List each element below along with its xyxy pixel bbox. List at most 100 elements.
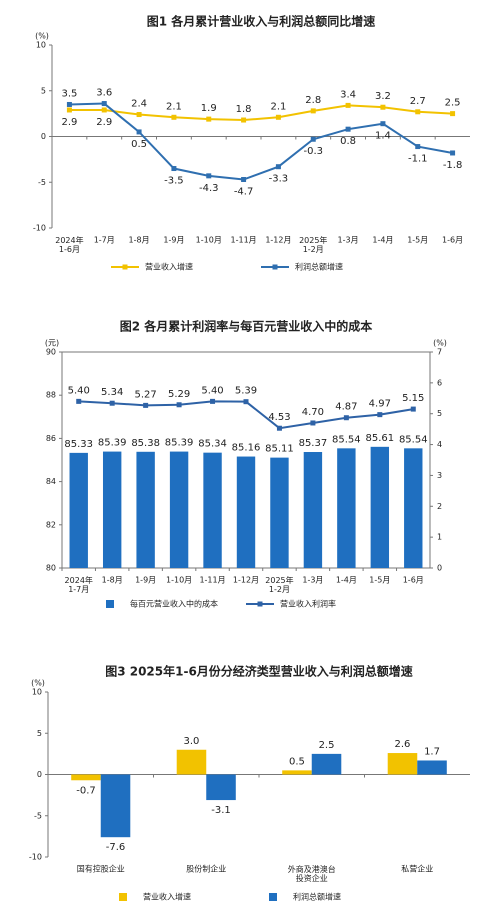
y-axis-label: (%) — [31, 679, 45, 688]
chart-title: 图1 各月累计营业收入与利润总额同比增速 — [147, 14, 376, 29]
marker — [210, 398, 216, 404]
marker — [410, 406, 416, 412]
bar — [203, 452, 222, 568]
data-label: 2.9 — [96, 117, 112, 128]
marker — [76, 398, 82, 404]
data-label: 2.8 — [305, 95, 321, 106]
data-label: 2.5 — [445, 98, 461, 109]
y-tick-label: 0 — [41, 132, 46, 141]
data-label: 3.5 — [61, 88, 77, 99]
x-tick-label: 2025年 1-2月 — [299, 235, 327, 254]
marker — [415, 109, 421, 115]
x-tick-label: 1-10月 — [196, 236, 222, 245]
x-tick-label: 股份制企业 — [186, 864, 226, 874]
data-label: 5.29 — [168, 389, 190, 400]
x-tick-label: 私营企业 — [401, 864, 433, 874]
data-label: 85.54 — [399, 434, 428, 445]
chart-title: 图3 2025年1-6月份分经济类型营业收入与利润总额增速 — [105, 664, 413, 679]
data-label: 85.16 — [232, 443, 261, 454]
bar — [71, 774, 101, 781]
marker — [275, 164, 281, 170]
marker — [66, 101, 72, 107]
marker — [310, 108, 316, 114]
marker — [136, 129, 142, 135]
data-label: -3.1 — [211, 805, 231, 816]
y-tick-label: 5 — [37, 729, 42, 738]
bar — [337, 448, 356, 568]
x-tick-label: 1-4月 — [336, 576, 357, 585]
marker — [206, 173, 212, 179]
x-tick-label: 2024年 1-6月 — [55, 235, 83, 254]
y-tick-label: 10 — [36, 41, 46, 50]
bar — [176, 749, 207, 775]
bar — [136, 451, 155, 568]
bar — [206, 774, 236, 801]
bar — [169, 451, 189, 568]
data-label: 4.53 — [268, 412, 290, 423]
marker — [243, 399, 249, 405]
marker — [380, 104, 386, 110]
bar — [270, 457, 289, 568]
data-label: 2.4 — [131, 99, 147, 110]
data-label: 85.61 — [365, 433, 394, 444]
y-tick-label: 82 — [46, 520, 56, 529]
marker — [310, 420, 316, 426]
legend-marker — [272, 264, 278, 270]
bar — [387, 753, 418, 775]
y2-tick-label: 2 — [437, 502, 442, 511]
line — [69, 104, 453, 122]
y2-tick-label: 1 — [437, 533, 442, 542]
data-label: 4.97 — [369, 399, 391, 410]
x-tick-label: 1-4月 — [372, 236, 393, 245]
data-label: 3.2 — [375, 91, 391, 102]
x-tick-label: 1-5月 — [407, 236, 428, 245]
x-tick-label: 1-6月 — [403, 576, 424, 585]
data-label: 1.9 — [201, 103, 217, 114]
x-tick-label: 1-11月 — [231, 236, 257, 245]
data-label: 3.4 — [340, 89, 356, 100]
data-label: -4.7 — [234, 187, 254, 198]
bar — [417, 760, 447, 775]
bar — [69, 452, 88, 568]
bar — [303, 452, 323, 568]
y2-tick-label: 3 — [437, 471, 442, 480]
data-label: -3.3 — [269, 174, 289, 185]
legend-label: 营业收入增速 — [145, 262, 193, 272]
y-tick-label: 80 — [46, 564, 56, 573]
marker — [66, 107, 72, 113]
legend-label: 营业收入利润率 — [280, 599, 336, 609]
y-axis-label: (%) — [35, 32, 49, 41]
data-label: -4.3 — [199, 183, 219, 194]
bar — [370, 446, 390, 568]
data-label: 85.39 — [98, 438, 127, 449]
data-label: 5.39 — [235, 386, 257, 397]
legend-swatch — [269, 893, 277, 901]
x-tick-label: 1-8月 — [129, 236, 150, 245]
data-label: 85.38 — [131, 438, 160, 449]
marker — [206, 116, 212, 122]
line — [69, 102, 453, 181]
data-label: 2.1 — [270, 101, 286, 112]
data-label: 85.33 — [64, 439, 93, 450]
marker — [276, 425, 282, 431]
x-tick-label: 外商及港澳台投资企业 — [288, 864, 336, 883]
data-label: -3.5 — [164, 176, 184, 187]
y-axis-label: (元) — [45, 339, 59, 348]
marker — [136, 112, 142, 118]
data-label: 3.0 — [184, 736, 200, 747]
x-tick-label: 1-7月 — [94, 236, 115, 245]
bar — [100, 774, 131, 838]
data-label: 2.6 — [395, 739, 411, 750]
x-tick-label: 1-12月 — [265, 236, 291, 245]
x-tick-label: 1-5月 — [369, 576, 390, 585]
marker — [176, 402, 182, 408]
bar — [102, 451, 122, 568]
x-tick-label: 1-6月 — [442, 236, 463, 245]
y2-tick-label: 0 — [437, 564, 442, 573]
y-tick-label: 88 — [46, 391, 56, 400]
data-label: 1.4 — [375, 131, 391, 142]
x-tick-label: 1-3月 — [338, 236, 359, 245]
marker — [415, 144, 421, 150]
y-tick-label: -10 — [29, 853, 42, 862]
